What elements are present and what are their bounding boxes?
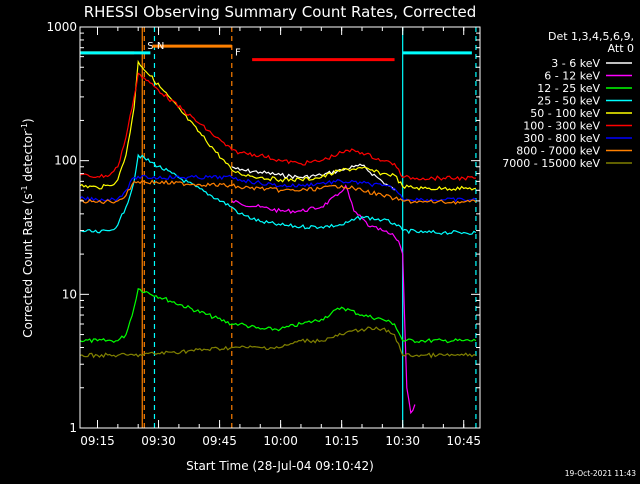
legend-label-3: 25 - 50 keV	[537, 95, 600, 108]
timestamp: 19-Oct-2021 11:43	[565, 469, 636, 478]
plot-frame	[79, 26, 481, 429]
series-line-0-seg-0	[231, 163, 395, 191]
x-tick-label-2: 09:45	[202, 434, 237, 448]
y-axis-label-exponent-1: -1	[20, 185, 29, 193]
legend-label-4: 50 - 100 keV	[530, 107, 600, 120]
legend-label-1: 6 - 12 keV	[544, 70, 600, 83]
x-tick-label-0: 09:15	[80, 434, 115, 448]
axes-layer: 1 10 100 1000 09:15 09:30 09:45 10:00 10:15 10:30…	[46, 20, 481, 448]
y-axis-label-prefix: Corrected Count Rate (s	[21, 193, 35, 337]
legend-label-6: 300 - 800 keV	[523, 132, 600, 145]
series-line-1-seg-0	[231, 184, 416, 415]
svg-text:Corrected Count Rate (s-1 dete: Corrected Count Rate (s-1 detector-1)	[20, 118, 35, 337]
legend-label-2: 12 - 25 keV	[537, 82, 600, 95]
y-axis-label-suffix: )	[21, 118, 35, 123]
series-line-2-seg-0	[79, 288, 477, 344]
legend-label-7: 800 - 7000 keV	[516, 145, 600, 158]
legend-label-5: 100 - 300 keV	[523, 120, 600, 133]
y-tick-label-2: 100	[54, 154, 77, 168]
x-tick-label-3: 10:00	[263, 434, 298, 448]
y-tick-label-0: 1	[69, 421, 77, 435]
flag-label-n: N	[157, 41, 164, 52]
y-tick-label-3: 1000	[46, 20, 77, 34]
x-tick-label-6: 10:45	[446, 434, 481, 448]
y-axis-label-mid: detector	[21, 131, 35, 186]
legend-label-8: 7000 - 15000 keV	[502, 157, 600, 170]
legend-header-line2: Att 0	[608, 42, 634, 55]
x-tick-label-4: 10:15	[324, 434, 359, 448]
y-tick-label-1: 10	[62, 287, 77, 301]
legend-header-line1: Det 1,3,4,5,6,9,	[548, 30, 634, 43]
legend-label-0: 3 - 6 keV	[551, 57, 600, 70]
chart-title: RHESSI Observing Summary Count Rates, Co…	[84, 3, 477, 21]
series-line-3-seg-0	[79, 153, 477, 236]
x-tick-label-1: 09:30	[141, 434, 176, 448]
flag-label-s: S	[147, 41, 153, 52]
series-line-7-seg-0	[79, 179, 477, 205]
series-line-5-seg-0	[79, 72, 476, 182]
x-tick-label-5: 10:30	[385, 434, 420, 448]
series-line-4-seg-0	[79, 59, 476, 192]
plot-layer: S N F	[79, 27, 477, 428]
series-line-8-seg-0	[79, 326, 477, 359]
y-axis-label: Corrected Count Rate (s-1 detector-1)	[20, 118, 35, 337]
x-axis-label: Start Time (28-Jul-04 09:10:42)	[186, 459, 374, 473]
y-axis-label-exponent-2: -1	[20, 123, 29, 131]
flag-label-f: F	[235, 48, 241, 59]
